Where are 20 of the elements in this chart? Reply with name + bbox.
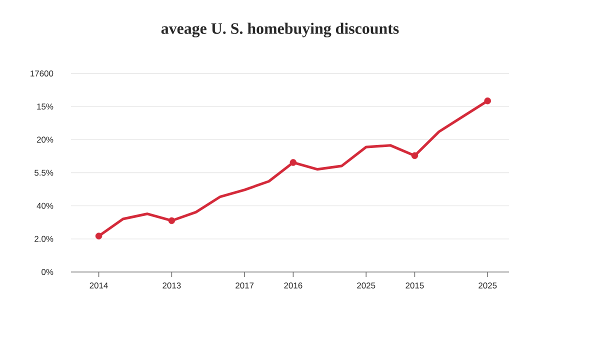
x-tick-label: 2014 xyxy=(90,282,108,289)
x-tick-label: 2013 xyxy=(162,282,181,289)
text: 40% xyxy=(36,202,54,209)
text: 20% xyxy=(36,136,54,143)
x-tick-label: 2025 xyxy=(357,282,376,289)
x-tick-label: 2025 xyxy=(478,282,497,289)
point xyxy=(290,159,297,166)
point xyxy=(484,97,492,104)
x-tick-label: 2016 xyxy=(284,282,302,289)
point xyxy=(168,217,176,224)
chart-title: aveage U. S. homebuying discounts xyxy=(161,22,399,38)
text: 2.0% xyxy=(34,236,54,242)
point xyxy=(95,232,102,240)
x-tick-label: 2015 xyxy=(406,282,424,289)
text: 17600 xyxy=(30,70,54,76)
text: 5.5% xyxy=(34,170,54,176)
x-tick-label: 2017 xyxy=(236,282,254,289)
point xyxy=(411,152,418,160)
text: 15% xyxy=(37,104,54,110)
text: 0% xyxy=(42,269,54,275)
